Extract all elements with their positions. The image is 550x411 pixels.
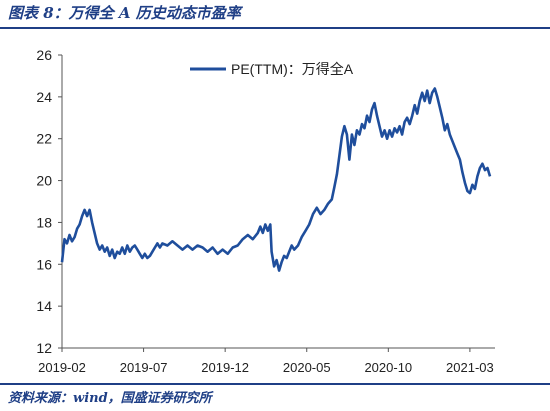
source-note: 资料来源：wind，国盛证券研究所 (8, 391, 212, 406)
chart-axes (61, 55, 495, 349)
y-tick-label: 20 (36, 173, 52, 189)
x-tick-label: 2020-05 (283, 360, 331, 375)
chart-series (60, 87, 492, 272)
y-tick-label: 22 (36, 131, 52, 147)
legend-label: PE(TTM)：万得全A (231, 61, 354, 77)
y-tick-label: 14 (36, 298, 52, 314)
x-tick-label: 2019-07 (120, 360, 168, 375)
chart-ticks: 12 14 16 18 20 22 24 26 2019-02 2019-07 2019-12 202… (36, 47, 493, 375)
title-rule (0, 27, 550, 29)
figure-title: 图表 8：万得全 A 历史动态市盈率 (8, 4, 241, 22)
chart-legend: PE(TTM)：万得全A (190, 61, 354, 77)
y-tick-label: 16 (36, 256, 52, 272)
series-line-pe-ttm (60, 87, 492, 272)
x-tick-label: 2021-03 (446, 360, 494, 375)
source-rule (0, 383, 550, 385)
y-tick-label: 26 (36, 47, 52, 63)
x-tick-label: 2020-10 (364, 360, 412, 375)
y-tick-label: 24 (36, 89, 52, 105)
x-tick-label: 2019-02 (38, 360, 86, 375)
y-tick-label: 12 (36, 340, 52, 356)
x-tick-label: 2019-12 (201, 360, 249, 375)
y-tick-label: 18 (36, 214, 52, 230)
